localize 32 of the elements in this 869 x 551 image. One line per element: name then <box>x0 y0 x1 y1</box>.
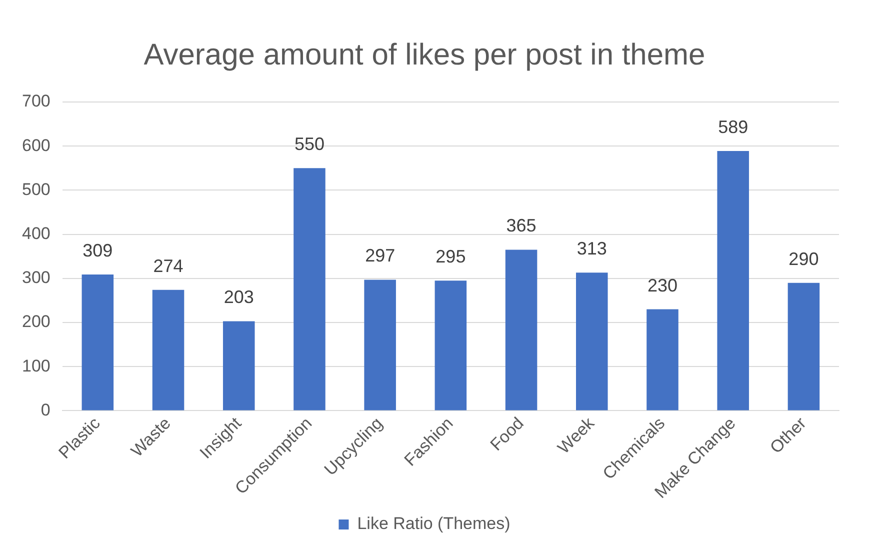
data-label: 297 <box>365 246 396 266</box>
bar <box>576 272 608 410</box>
data-label: 313 <box>576 238 607 259</box>
y-tick-label: 100 <box>22 356 50 376</box>
y-tick-label: 400 <box>22 224 50 243</box>
legend-label: Like Ratio (Themes) <box>357 514 510 534</box>
y-tick-label: 200 <box>22 312 50 332</box>
bar <box>434 280 467 410</box>
y-tick-label: 700 <box>22 92 50 111</box>
data-label: 230 <box>647 275 678 296</box>
y-tick-label: 500 <box>22 180 50 199</box>
bar <box>294 168 326 410</box>
data-label: 550 <box>294 134 324 154</box>
data-label: 290 <box>788 248 819 269</box>
data-label: 365 <box>506 216 536 236</box>
bar <box>505 250 538 410</box>
bar <box>82 274 114 410</box>
y-tick-label: 300 <box>22 268 50 288</box>
bar <box>646 309 678 410</box>
bar <box>152 290 184 410</box>
data-label: 295 <box>436 246 466 267</box>
data-label: 309 <box>82 240 113 260</box>
data-label: 589 <box>718 116 748 137</box>
data-label: 274 <box>153 256 184 276</box>
y-tick-label: 600 <box>22 136 50 155</box>
y-tick-label: 0 <box>40 400 50 420</box>
chart-title: Average amount of likes per post in theme <box>144 38 706 72</box>
bar <box>717 150 749 410</box>
data-label: 203 <box>224 287 254 308</box>
bar <box>364 280 396 410</box>
bar <box>222 321 255 410</box>
bar <box>788 282 820 410</box>
